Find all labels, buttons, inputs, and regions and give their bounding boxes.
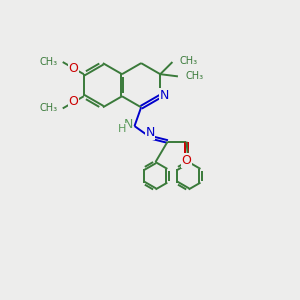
Text: O: O (69, 62, 79, 75)
Text: CH₃: CH₃ (39, 57, 57, 67)
Text: N: N (159, 89, 169, 102)
Text: O: O (182, 154, 191, 167)
Text: H: H (118, 124, 126, 134)
Text: N: N (145, 127, 155, 140)
Text: CH₃: CH₃ (39, 103, 57, 113)
Text: CH₃: CH₃ (180, 56, 198, 66)
Text: N: N (123, 118, 133, 130)
Text: O: O (69, 95, 79, 108)
Text: CH₃: CH₃ (185, 71, 203, 81)
